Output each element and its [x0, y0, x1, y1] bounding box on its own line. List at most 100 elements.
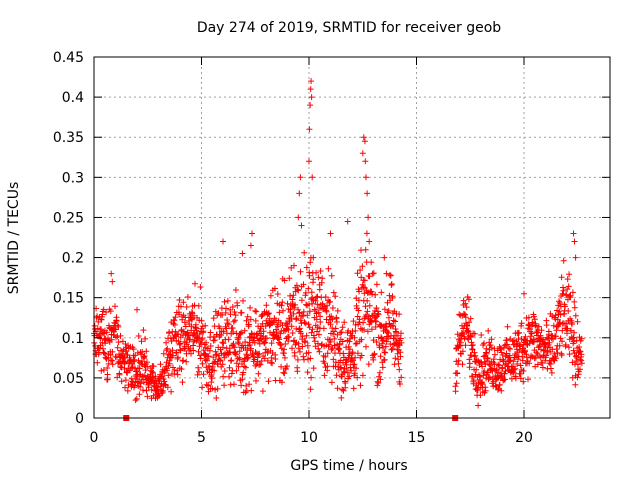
- data-point: [144, 363, 151, 370]
- data-point: [112, 326, 119, 333]
- data-point: [194, 371, 201, 378]
- data-point: [323, 308, 330, 315]
- data-point: [306, 158, 312, 165]
- x-tick-label: 15: [408, 430, 426, 446]
- data-point: [514, 361, 521, 367]
- data-point: [543, 322, 550, 329]
- data-point: [310, 254, 317, 261]
- data-point: [311, 334, 318, 341]
- data-point: [571, 304, 578, 311]
- data-point: [375, 380, 382, 386]
- data-point: [515, 356, 521, 363]
- data-point: [192, 280, 198, 287]
- data-point: [358, 336, 365, 343]
- data-point: [508, 375, 515, 382]
- y-tick-label: 0.45: [53, 50, 84, 66]
- data-point: [537, 332, 544, 339]
- data-point: [108, 336, 115, 343]
- data-point: [281, 346, 288, 353]
- data-point: [183, 358, 190, 365]
- data-point: [346, 338, 353, 345]
- data-point: [339, 386, 346, 393]
- data-point: [340, 368, 347, 375]
- data-point: [363, 174, 369, 181]
- data-point: [276, 309, 283, 316]
- y-tick-label: 0.25: [53, 210, 84, 226]
- data-point: [198, 317, 205, 324]
- data-point: [143, 348, 150, 355]
- data-point: [253, 331, 260, 338]
- data-point: [362, 303, 369, 310]
- data-point: [562, 303, 569, 310]
- data-point: [467, 315, 474, 322]
- data-point: [299, 333, 306, 340]
- data-point: [315, 274, 322, 281]
- data-point: [140, 327, 147, 334]
- data-point: [484, 355, 491, 361]
- data-point: [381, 254, 388, 261]
- data-point: [179, 332, 186, 339]
- data-point: [258, 358, 265, 364]
- data-point: [314, 301, 321, 308]
- data-point: [298, 297, 305, 304]
- data-point: [358, 352, 365, 359]
- data-point: [576, 348, 583, 355]
- x-tick-labels: 0 5 10 15 20: [90, 430, 533, 446]
- data-point: [292, 301, 298, 308]
- data-point: [263, 302, 270, 309]
- data-point: [205, 353, 212, 360]
- data-point: [221, 354, 228, 361]
- data-point: [95, 318, 102, 325]
- data-point: [538, 327, 545, 334]
- data-point: [344, 218, 351, 225]
- data-point: [122, 358, 129, 365]
- data-point: [379, 337, 386, 344]
- data-point: [328, 379, 335, 386]
- data-point: [351, 370, 358, 377]
- data-point: [269, 320, 276, 327]
- data-point: [317, 313, 324, 320]
- data-point: [485, 369, 491, 376]
- data-point: [521, 290, 527, 297]
- data-point: [256, 350, 263, 357]
- data-point: [505, 345, 512, 352]
- data-point: [308, 374, 315, 381]
- data-point: [571, 329, 578, 336]
- data-point: [234, 302, 241, 309]
- data-point: [565, 308, 572, 314]
- data-point: [286, 275, 293, 282]
- data-point: [297, 268, 304, 275]
- data-point: [187, 336, 193, 343]
- data-point: [308, 289, 315, 296]
- data-point: [525, 376, 531, 383]
- data-point: [337, 329, 344, 336]
- data-point: [322, 294, 329, 300]
- data-point: [361, 138, 368, 145]
- data-point: [315, 340, 321, 347]
- data-point: [558, 274, 565, 281]
- data-point: [203, 364, 210, 371]
- data-point: [472, 352, 479, 359]
- data-point: [342, 380, 349, 386]
- data-point: [520, 368, 527, 374]
- data-point: [375, 311, 382, 318]
- data-point: [132, 397, 139, 404]
- data-point: [244, 355, 251, 362]
- plot-frame: [93, 56, 611, 419]
- data-point: [373, 305, 380, 311]
- data-point: [569, 321, 575, 328]
- data-point: [211, 367, 218, 374]
- data-point: [344, 369, 351, 376]
- x-axis-label: GPS time / hours: [290, 458, 407, 474]
- data-point: [308, 78, 315, 85]
- data-point: [246, 342, 253, 348]
- data-point: [458, 330, 465, 336]
- data-point: [566, 271, 573, 278]
- data-point: [364, 308, 371, 315]
- data-point: [366, 273, 373, 280]
- data-point: [188, 350, 194, 357]
- data-point: [293, 316, 299, 323]
- data-point: [352, 321, 359, 328]
- data-point: [130, 346, 137, 353]
- data-point: [465, 328, 472, 335]
